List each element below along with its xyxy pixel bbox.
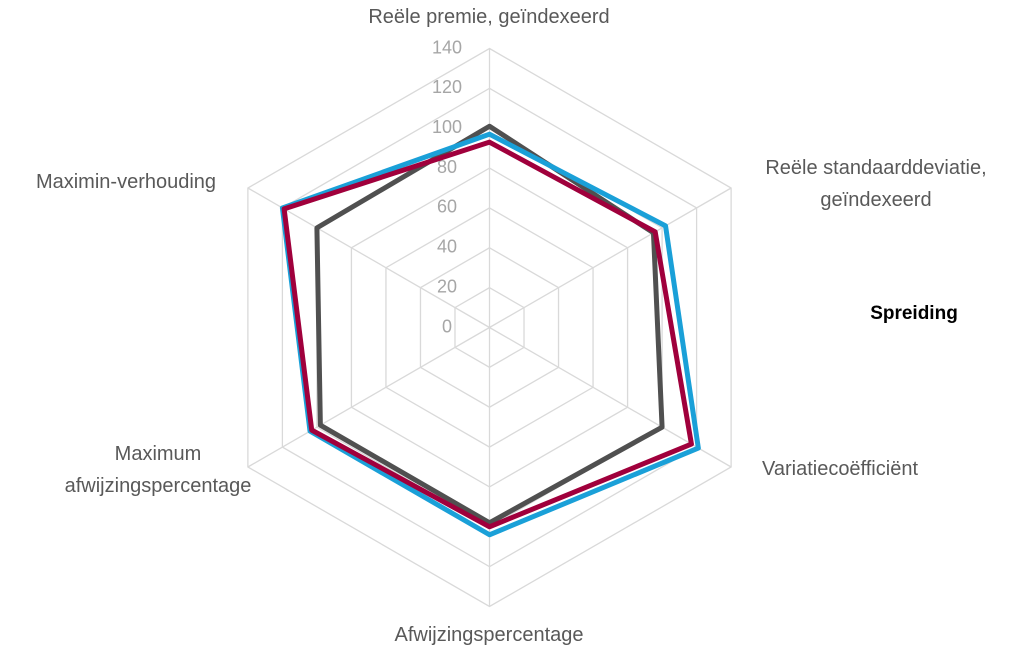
- category-label-line: Reële standaarddeviatie,: [765, 157, 986, 179]
- category-label: Reële standaarddeviatie, geïndexeerd: [765, 157, 986, 211]
- category-label: Afwijzingspercentage: [395, 624, 584, 646]
- r-tick-label: 60: [437, 197, 457, 217]
- spoke: [489, 187, 732, 329]
- r-tick-label: 0: [442, 316, 452, 336]
- spoke: [489, 326, 732, 468]
- category-label-line: Variatiecoëfficiënt: [762, 458, 918, 480]
- category-label-line: afwijzingspercentage: [65, 475, 252, 497]
- r-tick-label: 140: [432, 37, 462, 57]
- r-tick-label: 20: [437, 276, 457, 296]
- spoke: [247, 187, 490, 329]
- r-tick-label: 80: [437, 157, 457, 177]
- r-tick-label: 40: [437, 237, 457, 257]
- category-label-line: Maximin-verhouding: [36, 171, 216, 193]
- category-label-line: geïndexeerd: [820, 189, 931, 211]
- legend-title: Spreiding: [870, 303, 958, 324]
- category-label: Variatiecoëfficiënt: [762, 458, 918, 480]
- category-label-line: Maximum: [115, 443, 202, 465]
- category-label-line: Reële premie, geïndexeerd: [368, 6, 609, 28]
- category-label: Reële premie, geïndexeerd: [368, 6, 609, 28]
- category-label: Maximin-verhouding: [36, 171, 216, 193]
- series-line: [281, 139, 694, 530]
- category-label-line: Afwijzingspercentage: [395, 624, 584, 646]
- series-line: [279, 131, 701, 538]
- spoke: [247, 326, 490, 468]
- r-tick-label: 100: [432, 117, 462, 137]
- r-tick-label: 120: [432, 77, 462, 97]
- category-label: Maximum afwijzingspercentage: [65, 443, 252, 497]
